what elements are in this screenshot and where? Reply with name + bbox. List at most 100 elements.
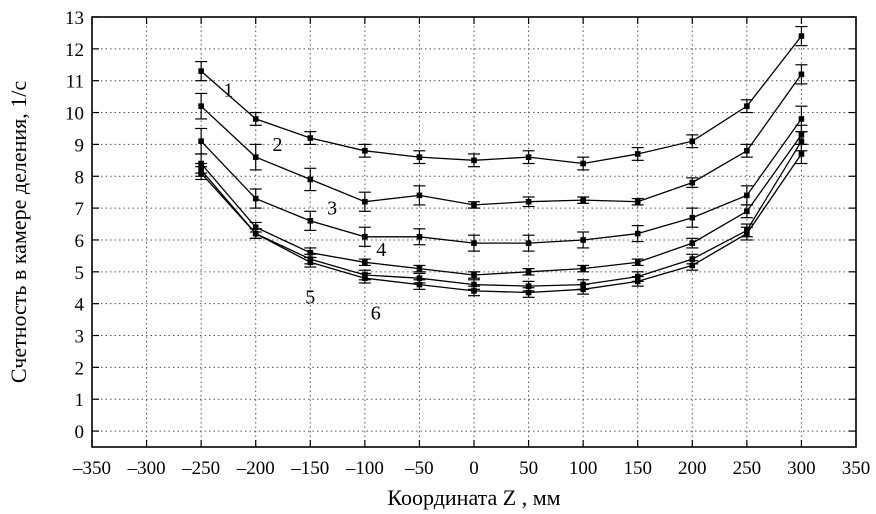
series-line-2 bbox=[200, 73, 802, 206]
y-tick-label: 3 bbox=[75, 327, 85, 348]
data-point bbox=[362, 198, 368, 205]
data-point bbox=[798, 138, 805, 145]
data-point bbox=[198, 170, 204, 176]
data-point bbox=[689, 179, 696, 186]
series-1 bbox=[195, 25, 808, 171]
data-point bbox=[744, 103, 750, 109]
data-point bbox=[307, 259, 314, 266]
y-tick-label: 1 bbox=[75, 390, 85, 411]
series-6 bbox=[195, 143, 808, 298]
data-point bbox=[307, 218, 314, 224]
series-line-4 bbox=[200, 134, 802, 276]
data-point bbox=[634, 230, 641, 237]
series-layer bbox=[195, 25, 808, 298]
data-point bbox=[525, 154, 532, 160]
x-tick-label: 100 bbox=[569, 458, 598, 479]
data-point bbox=[580, 286, 586, 293]
data-point bbox=[744, 192, 750, 199]
data-point bbox=[416, 275, 423, 281]
y-tick-label: 6 bbox=[75, 231, 85, 252]
data-point bbox=[362, 259, 368, 266]
data-point bbox=[634, 278, 641, 285]
y-tick-label: 7 bbox=[75, 199, 85, 220]
data-point bbox=[580, 160, 586, 167]
series-4 bbox=[195, 124, 808, 279]
data-point bbox=[471, 240, 477, 246]
data-point bbox=[307, 135, 314, 141]
data-point bbox=[198, 138, 204, 145]
data-point bbox=[307, 249, 314, 256]
data-point bbox=[471, 157, 477, 164]
series-line-1 bbox=[200, 35, 802, 165]
data-point bbox=[634, 151, 641, 157]
x-tick-label: –250 bbox=[181, 458, 220, 479]
data-point bbox=[252, 154, 259, 160]
data-point bbox=[471, 202, 477, 208]
curve-labels: 1 2 3 4 5 6 bbox=[223, 80, 386, 325]
series-line-5 bbox=[200, 140, 802, 287]
y-axis-title: Счетность в камере деления, 1/с bbox=[6, 81, 31, 383]
data-point bbox=[252, 116, 259, 122]
series-line-6 bbox=[200, 153, 802, 294]
x-tick-label: –300 bbox=[127, 458, 166, 479]
data-point bbox=[471, 288, 477, 294]
data-point bbox=[471, 281, 477, 288]
data-point bbox=[798, 151, 805, 157]
curve-label-3: 3 bbox=[327, 197, 337, 219]
data-point bbox=[471, 272, 477, 278]
y-tick-label: 4 bbox=[75, 295, 85, 316]
series-line-3 bbox=[200, 118, 802, 244]
data-point bbox=[525, 289, 532, 296]
data-point bbox=[416, 233, 423, 240]
curve-label-5: 5 bbox=[305, 287, 315, 309]
data-point bbox=[634, 259, 641, 266]
data-point bbox=[362, 147, 368, 154]
y-tick-label: 8 bbox=[75, 167, 85, 188]
data-point bbox=[798, 33, 805, 39]
data-point bbox=[744, 230, 750, 237]
curve-label-1: 1 bbox=[223, 80, 233, 102]
data-point bbox=[689, 256, 696, 262]
data-point bbox=[525, 198, 532, 205]
data-point bbox=[689, 138, 696, 145]
x-tick-label: 350 bbox=[842, 458, 871, 479]
y-tick-label: 5 bbox=[75, 263, 85, 284]
data-point bbox=[689, 240, 696, 246]
data-point bbox=[198, 68, 204, 74]
data-point bbox=[744, 208, 750, 215]
y-tick-label: 10 bbox=[65, 104, 84, 125]
x-tick-label: 250 bbox=[733, 458, 762, 479]
data-point bbox=[580, 237, 586, 243]
y-tick-label: 13 bbox=[65, 8, 84, 29]
data-point bbox=[416, 265, 423, 272]
grid-lines bbox=[92, 17, 856, 447]
data-point bbox=[580, 265, 586, 272]
x-tick-label: –200 bbox=[236, 458, 275, 479]
data-point bbox=[798, 116, 805, 122]
x-tick-label: –50 bbox=[404, 458, 434, 479]
data-point bbox=[252, 195, 259, 202]
x-tick-label: 300 bbox=[787, 458, 816, 479]
y-tick-label: 2 bbox=[75, 358, 85, 379]
data-point bbox=[362, 275, 368, 281]
x-axis-title: Координата Z , мм bbox=[387, 485, 560, 510]
axis-ticks bbox=[91, 16, 857, 447]
y-tick-label: 12 bbox=[65, 40, 84, 61]
x-tick-labels: –350 –300 –250 –200 –150 –100 –50 0 50 100 150 200 2… bbox=[72, 458, 870, 479]
data-point bbox=[798, 71, 805, 78]
data-point bbox=[634, 198, 641, 205]
x-tick-label: 50 bbox=[519, 458, 538, 479]
data-point bbox=[744, 147, 750, 154]
x-tick-label: 0 bbox=[469, 458, 479, 479]
x-tick-label: –350 bbox=[72, 458, 111, 479]
data-point bbox=[252, 224, 259, 231]
data-point bbox=[525, 283, 532, 289]
data-point bbox=[252, 230, 259, 237]
y-tick-label: 0 bbox=[75, 422, 85, 443]
curve-label-2: 2 bbox=[273, 134, 283, 156]
data-point bbox=[416, 281, 423, 288]
data-point bbox=[362, 233, 368, 240]
data-point bbox=[198, 103, 204, 109]
